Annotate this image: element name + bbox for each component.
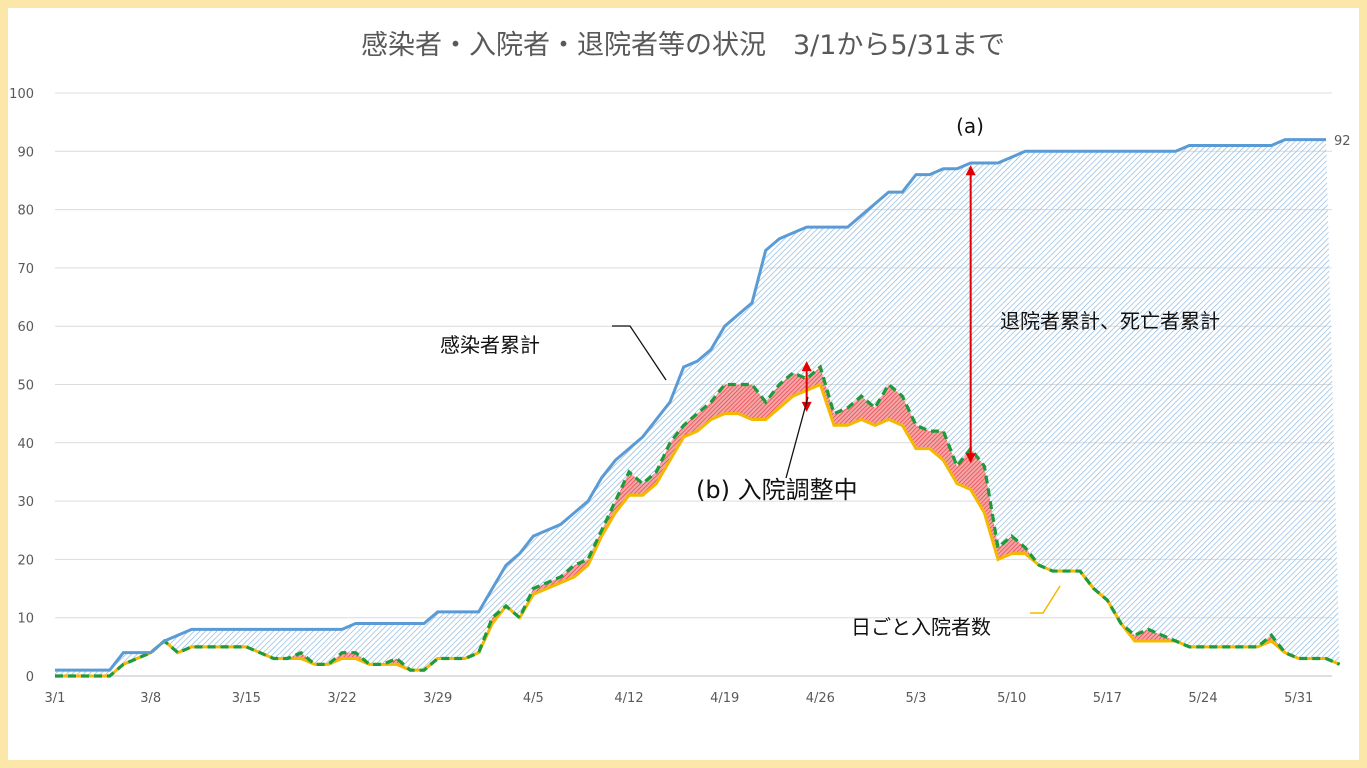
end-value-label: 92: [1334, 134, 1351, 149]
annotation-discharged: 退院者累計、死亡者累計: [1000, 309, 1220, 333]
adjusting-arrow-head-bottom: [801, 401, 812, 412]
x-axis-ticks: 3/1 3/8 3/15 3/22 3/29 4/5 4/12 4/19 4/26 5/3 5/10…: [45, 691, 1314, 706]
discharged-arrow-head-bottom: [965, 453, 976, 464]
x-tick-label: 5/10: [997, 691, 1026, 706]
y-tick-label: 100: [9, 87, 34, 102]
discharged-arrow-head-top: [965, 165, 976, 176]
y-tick-label: 0: [26, 670, 34, 685]
x-tick-label: 5/31: [1284, 691, 1313, 706]
infected-leader-line: [612, 325, 667, 381]
x-tick-label: 4/26: [806, 691, 835, 706]
x-tick-label: 4/5: [523, 691, 544, 706]
x-tick-label: 3/22: [327, 691, 356, 706]
y-tick-label: 80: [17, 204, 34, 219]
chart-title: 感染者・入院者・退院者等の状況 3/1から5/31まで: [361, 30, 1005, 61]
x-tick-label: 5/24: [1188, 691, 1217, 706]
y-axis-ticks: 0 10 20 30 40 50 60 70 80 90 100: [9, 87, 34, 685]
y-tick-label: 30: [17, 495, 34, 510]
x-tick-label: 5/3: [906, 691, 927, 706]
x-tick-label: 4/19: [710, 691, 739, 706]
y-tick-label: 20: [17, 553, 34, 568]
annotation-daily-hospitalized: 日ごと入院者数: [851, 615, 991, 639]
x-tick-label: 3/1: [45, 691, 66, 706]
annotations: (a) 退院者累計、死亡者累計 感染者累計 (b) 入院調整中 日ごと入院者数 …: [440, 114, 1351, 639]
y-tick-label: 90: [17, 145, 34, 160]
series-lines: [55, 138, 1341, 678]
cumulative-infected-line: [55, 138, 1326, 672]
annotation-a: (a): [956, 114, 984, 138]
line-chart: 感染者・入院者・退院者等の状況 3/1から5/31まで 0 10 20 30 40 50 6…: [9, 30, 1351, 706]
y-tick-label: 40: [17, 437, 34, 452]
adjusting-area: [55, 367, 1340, 676]
y-tick-label: 10: [17, 612, 34, 627]
x-tick-label: 3/8: [140, 691, 161, 706]
y-tick-label: 50: [17, 379, 34, 394]
shaded-areas: [55, 139, 1340, 676]
annotation-infected-total: 感染者累計: [440, 333, 540, 357]
y-tick-label: 60: [17, 320, 34, 335]
x-tick-label: 3/15: [232, 691, 261, 706]
adjusting-arrow-head-top: [801, 361, 812, 372]
x-tick-label: 5/17: [1093, 691, 1122, 706]
chart-frame: 感染者・入院者・退院者等の状況 3/1から5/31まで 0 10 20 30 40 50 6…: [8, 8, 1359, 760]
annotation-adjusting: (b) 入院調整中: [696, 476, 858, 504]
daily-leader-line: [1030, 585, 1061, 614]
discharged-area: [55, 139, 1340, 676]
y-tick-label: 70: [17, 262, 34, 277]
x-tick-label: 3/29: [423, 691, 452, 706]
x-tick-label: 4/12: [614, 691, 643, 706]
adjusting-leader-line: [785, 396, 809, 479]
